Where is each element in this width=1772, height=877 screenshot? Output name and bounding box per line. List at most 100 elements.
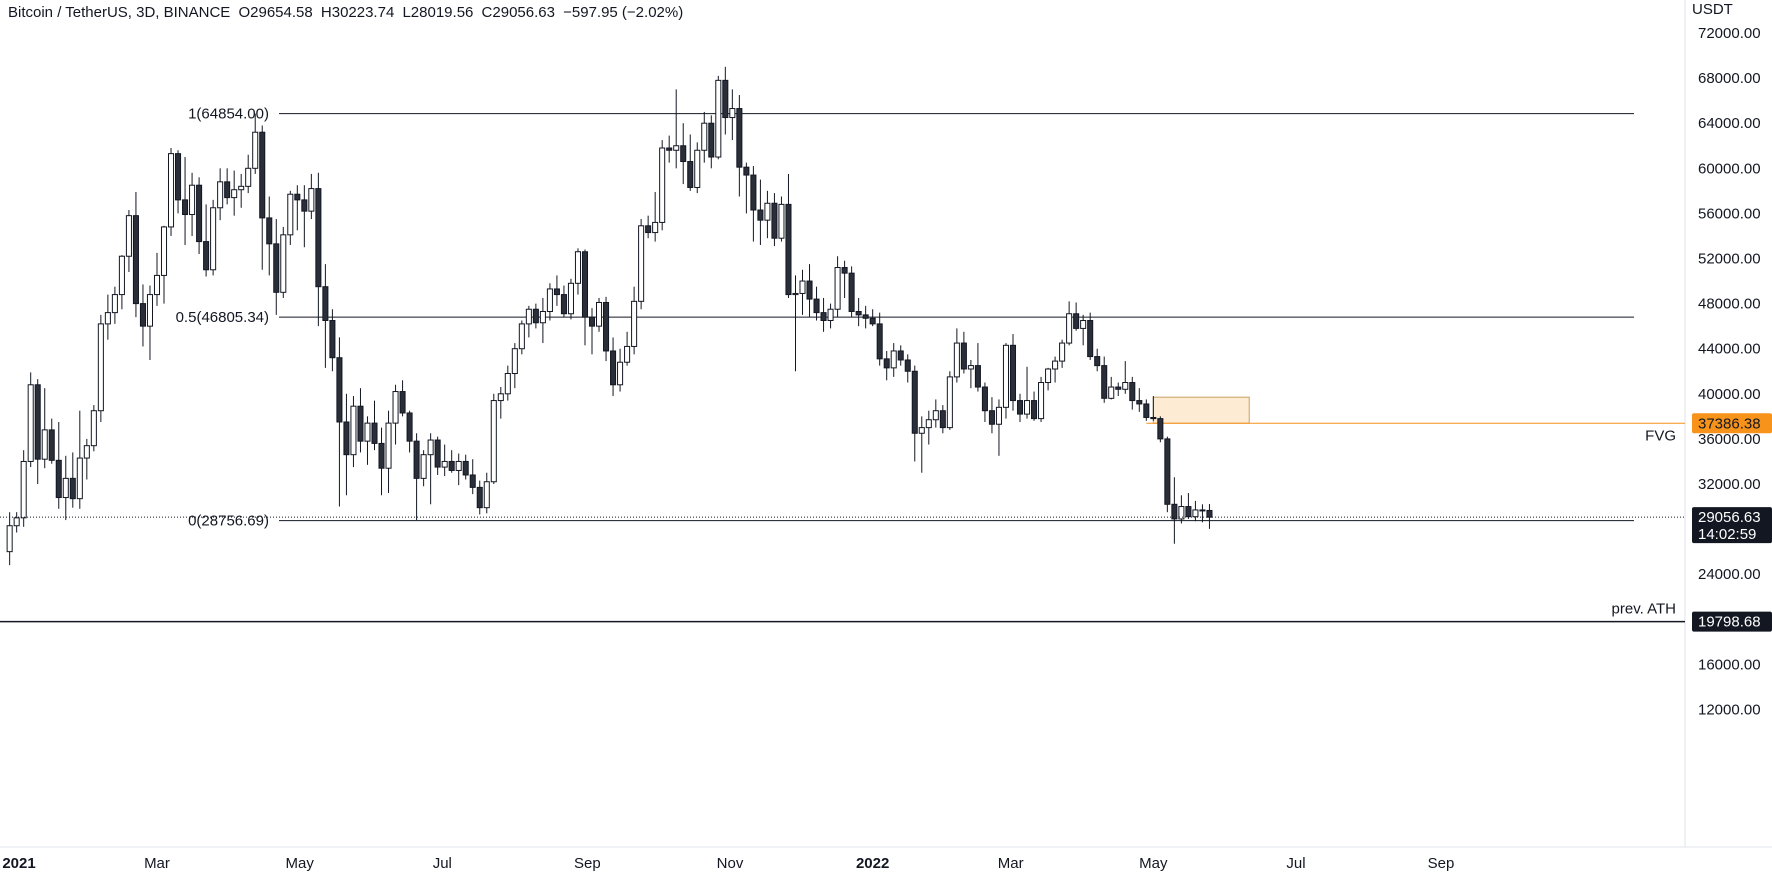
candle — [617, 348, 624, 392]
candle — [960, 331, 967, 374]
candle — [581, 249, 589, 346]
candle-body-down — [897, 350, 904, 361]
candle — [988, 397, 995, 434]
candle — [841, 260, 848, 298]
candle — [953, 328, 960, 383]
candle — [238, 173, 245, 208]
price-tick-label: 16000.00 — [1698, 656, 1761, 673]
time-tick-label: Mar — [998, 855, 1024, 872]
candle — [189, 172, 196, 236]
candle — [757, 179, 764, 245]
candle — [280, 226, 287, 298]
candle-body-up — [834, 267, 841, 310]
candle-body-up — [1052, 360, 1059, 370]
candle — [588, 308, 596, 355]
price-axis-ticks[interactable]: 72000.00 68000.00 64000.00 60000.00 56000.00… — [1698, 25, 1761, 719]
candle-body-up — [20, 460, 27, 519]
last-price-tag-countdown: 14:02:59 — [1698, 526, 1756, 543]
candle-body-down — [869, 317, 876, 325]
price-tick-label: 72000.00 — [1698, 25, 1761, 42]
candle-body-up — [925, 419, 932, 429]
candle — [1080, 314, 1087, 346]
fvg-price-tag-value: 37386.38 — [1698, 415, 1761, 432]
candle-body-up — [97, 323, 104, 412]
price-tick-label: 24000.00 — [1698, 566, 1761, 583]
candle-body-down — [1073, 313, 1080, 329]
candle — [729, 89, 736, 141]
candle-body-up — [1122, 382, 1129, 390]
price-tick-label: 36000.00 — [1698, 431, 1761, 448]
candle-body-up — [729, 108, 736, 119]
candle-body-up — [83, 445, 90, 459]
candle — [806, 264, 813, 318]
candle — [245, 154, 252, 194]
candle — [69, 452, 76, 508]
candle-body-up — [995, 406, 1002, 425]
candle-body-down — [1129, 382, 1136, 402]
candle — [160, 225, 168, 304]
candle-body-down — [69, 477, 76, 500]
time-axis-ticks[interactable]: 2021 Mar May Jul Sep Nov 2022 Mar May Jul Sep — [2, 855, 1454, 872]
candle-body-up — [280, 234, 287, 293]
candle-body-down — [371, 422, 378, 444]
candle-body-down — [785, 203, 792, 296]
symbol-legend[interactable]: Bitcoin / TetherUS, 3D, BINANCE O29654.5… — [8, 4, 687, 21]
candle — [83, 438, 90, 480]
candle — [504, 365, 511, 401]
candle — [827, 303, 834, 329]
price-tick-label: 60000.00 — [1698, 160, 1761, 177]
candle-body-up — [210, 207, 217, 271]
candle — [645, 215, 652, 239]
candle — [210, 199, 217, 276]
candle — [490, 393, 497, 484]
candle — [76, 410, 83, 509]
candle — [357, 388, 364, 453]
candle-body-up — [778, 203, 785, 239]
candle — [574, 248, 582, 295]
candle — [1101, 356, 1108, 403]
candle — [294, 185, 301, 231]
candle — [139, 284, 146, 347]
candle — [659, 140, 666, 231]
fibonacci-levels: 1(64854.00) 0.5(46805.34) 0(28756.69) — [176, 106, 1634, 530]
candle-body-down — [1009, 344, 1017, 402]
time-tick-label: Jul — [1286, 855, 1305, 872]
candle-body-up — [104, 312, 111, 325]
candle-body-down — [1115, 386, 1122, 390]
candle — [378, 427, 385, 496]
candle-body-up — [483, 481, 490, 509]
candle-body-up — [946, 376, 953, 429]
candle-body-down — [981, 386, 988, 412]
price-tick-label: 44000.00 — [1698, 341, 1761, 358]
candle — [715, 75, 722, 160]
ohlc-high: H30223.74 — [320, 4, 395, 21]
candle — [1066, 301, 1073, 346]
candle-body-down — [876, 323, 883, 360]
candle-body-down — [666, 147, 673, 151]
candle-body-down — [175, 153, 182, 201]
candle — [911, 365, 918, 462]
candle-body-down — [132, 215, 139, 305]
candle — [1178, 495, 1185, 524]
candle-body-up — [525, 308, 532, 325]
candle — [1002, 343, 1010, 419]
candle — [785, 173, 792, 298]
candle — [834, 256, 841, 318]
candle — [1192, 500, 1199, 522]
candle — [1150, 396, 1157, 421]
candle — [939, 405, 946, 434]
candle-body-up — [673, 145, 680, 151]
candle — [420, 450, 427, 487]
candle — [273, 219, 280, 315]
candle-body-up — [546, 288, 553, 312]
candle — [62, 455, 69, 521]
candle-body-up — [1038, 382, 1045, 420]
candle — [224, 168, 231, 205]
candle-body-up — [518, 323, 525, 350]
candle-body-up — [238, 185, 245, 191]
candle — [820, 297, 827, 332]
candle-body-up — [160, 226, 168, 276]
candle — [876, 312, 883, 366]
